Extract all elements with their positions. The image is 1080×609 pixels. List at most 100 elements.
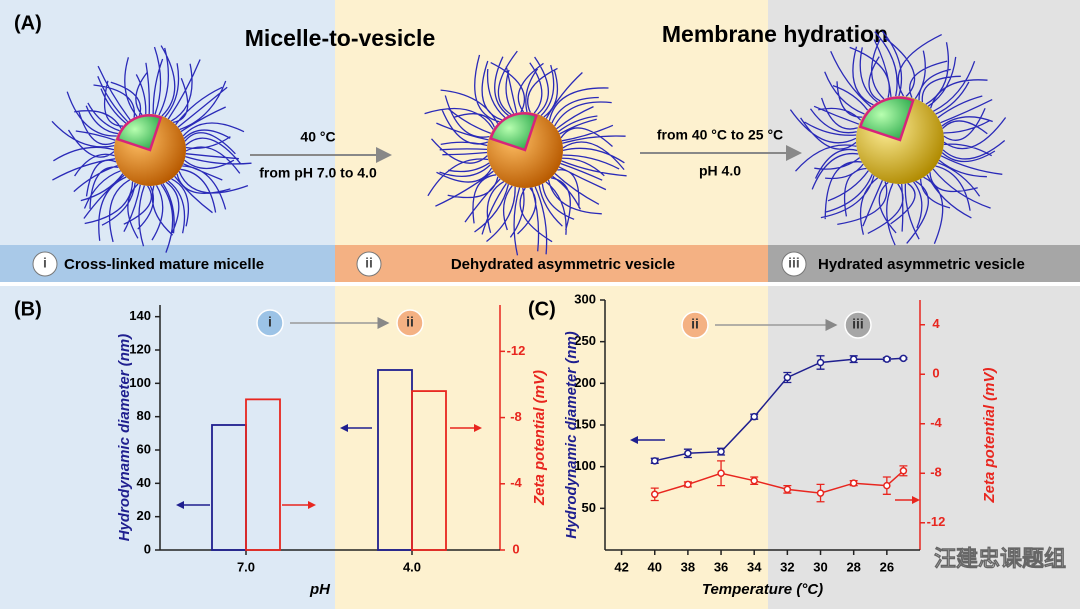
y-tick-label: 60 (137, 441, 151, 456)
corona-chains (424, 50, 627, 256)
y-axis-title: Hydrodynamic diameter (nm) (116, 334, 133, 542)
point (783, 373, 792, 382)
step-text: pH 4.0 (699, 163, 741, 179)
y2-tick-label: -4 (510, 475, 522, 490)
stage-bar-2 (335, 245, 768, 282)
stage-marker (781, 251, 807, 277)
cutaway (116, 114, 163, 152)
point (816, 489, 825, 497)
x-tick-label: 36 (714, 559, 728, 574)
point (750, 412, 758, 421)
y-tick-label: 20 (137, 508, 151, 523)
step-text: from 40 °C to 25 °C (657, 127, 783, 143)
stage-marker-text: i (43, 255, 47, 271)
y2-tick-label: -12 (927, 514, 946, 529)
stage-marker-text: iii (852, 316, 864, 332)
bar (245, 398, 281, 551)
point (684, 480, 692, 489)
stage-name: Cross-linked mature micelle (64, 256, 264, 273)
x-tick-label: 32 (780, 559, 794, 574)
stage-marker-text: ii (691, 316, 699, 332)
axis-arrow-head (340, 424, 348, 432)
x-tick-label: 34 (747, 559, 762, 574)
y-tick-label: 80 (137, 408, 151, 423)
divider (0, 282, 1080, 286)
x-tick-label: 26 (880, 559, 894, 574)
stage-marker (256, 309, 284, 337)
y2-tick-label: -12 (507, 343, 526, 358)
stage-marker (32, 251, 58, 277)
point (883, 355, 891, 363)
stage-name: Dehydrated asymmetric vesicle (451, 256, 675, 273)
y-tick-label: 0 (144, 541, 151, 556)
stage-marker-text: i (268, 314, 272, 330)
y2-tick-label: 0 (932, 366, 939, 381)
x-tick-label: 42 (614, 559, 628, 574)
stage-name: Hydrated asymmetric vesicle (818, 256, 1025, 273)
point (883, 481, 891, 490)
point (650, 490, 659, 499)
cutaway (858, 96, 915, 142)
y-tick-label: 50 (582, 500, 596, 515)
x-tick-label: 38 (681, 559, 695, 574)
y-tick-label: 300 (574, 291, 596, 306)
y2-tick-label: 4 (932, 316, 940, 331)
axis-arrow-head (176, 501, 184, 509)
stage-marker-text: ii (365, 255, 373, 271)
x-axis-title: Temperature (°C) (702, 581, 823, 598)
point (717, 447, 725, 456)
y2-axis-title: Zeta potential (mV) (981, 367, 998, 503)
stage-bar-3 (768, 245, 1080, 282)
point (899, 354, 908, 363)
corona-chains (51, 45, 252, 253)
step-text: 40 °C (300, 129, 335, 145)
bg-stage-2 (335, 0, 768, 609)
point (899, 467, 908, 475)
y2-tick-label: -8 (510, 409, 522, 424)
point (849, 479, 858, 487)
point (783, 485, 792, 494)
panel-label: (C) (528, 298, 556, 320)
particle-illustrations (51, 30, 1007, 256)
stage-label: i Cross-linked mature micelle ii Dehydra… (32, 251, 1025, 277)
y2-tick-label: 0 (512, 541, 519, 556)
x-tick-label: 7.0 (237, 559, 255, 574)
x-tick-label: 30 (813, 559, 827, 574)
axis-arrow-head (912, 496, 920, 504)
stage-marker-text: ii (406, 314, 414, 330)
step-text: from pH 7.0 to 4.0 (259, 165, 377, 181)
y-axis-title: Hydrodynamic diameter (nm) (563, 331, 580, 539)
stage-marker-text: iii (788, 255, 800, 271)
heading: Membrane hydration (662, 21, 888, 47)
corona-chains (789, 30, 1007, 246)
stage-marker (396, 309, 424, 337)
x-tick-label: 4.0 (403, 559, 421, 574)
watermark: 汪建忠课题组 (934, 546, 1066, 571)
axis-arrow-head (308, 501, 316, 509)
x-tick-label: 40 (648, 559, 662, 574)
y-tick-label: 250 (574, 333, 596, 348)
x-tick-label: 28 (846, 559, 860, 574)
heading: Micelle-to-vesicle (245, 25, 435, 51)
y-tick-label: 120 (129, 341, 151, 356)
point (650, 457, 659, 465)
y2-tick-label: -8 (930, 465, 942, 480)
y-tick-label: 150 (574, 416, 596, 431)
bg-stage-3 (768, 0, 1080, 609)
point (684, 449, 692, 458)
bar (411, 390, 447, 551)
y2-tick-label: -4 (930, 415, 942, 430)
panel-label: (A) (14, 12, 42, 34)
point (816, 358, 825, 367)
stage-marker (844, 311, 872, 339)
y-tick-label: 100 (574, 458, 596, 473)
point (849, 355, 858, 363)
stage-marker (356, 251, 382, 277)
cutaway (489, 112, 538, 152)
y-tick-label: 40 (137, 475, 151, 490)
x-axis-title: pH (309, 581, 331, 598)
point (750, 476, 758, 485)
y-tick-label: 200 (574, 375, 596, 390)
axis-arrow-head (474, 424, 482, 432)
